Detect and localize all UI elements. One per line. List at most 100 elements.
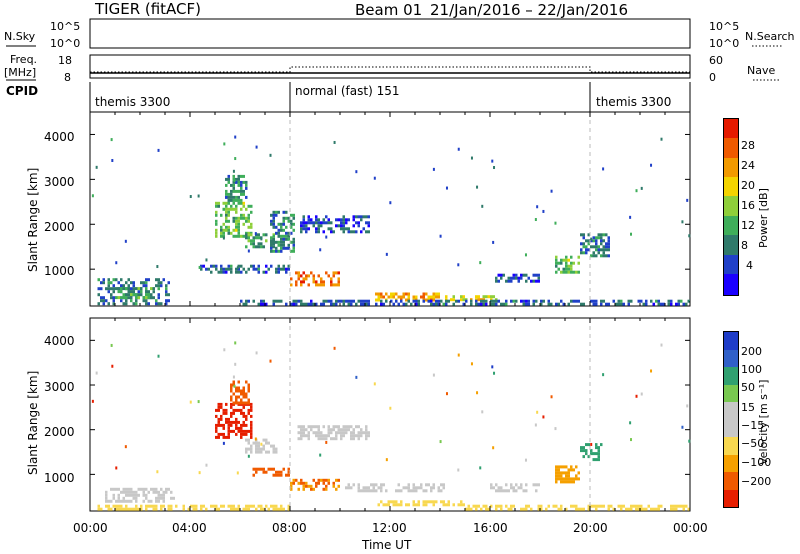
- power-cell: [575, 270, 578, 274]
- power-cell: [527, 299, 530, 303]
- power-cell: [592, 236, 595, 240]
- power-cell: [117, 290, 120, 294]
- power-cell: [200, 264, 203, 268]
- velocity-cell: [265, 504, 268, 508]
- velocity-cell: [430, 489, 433, 493]
- velocity-cell: [260, 504, 263, 508]
- velocity-cell: [312, 478, 315, 482]
- velocity-cell: [189, 400, 192, 404]
- velocity-cell: [142, 487, 145, 491]
- freq-tick-high: 18: [58, 54, 72, 67]
- velocity-cell: [285, 473, 288, 477]
- power-cell: [365, 302, 368, 306]
- power-cell: [307, 227, 310, 231]
- power-cell: [342, 227, 345, 231]
- velocity-cell: [412, 486, 415, 490]
- power-cell: [112, 284, 115, 288]
- power-cell: [407, 292, 410, 296]
- power-cell: [580, 242, 583, 246]
- velocity-cell: [245, 417, 248, 421]
- power-cell: [590, 237, 593, 241]
- power-cell: [520, 273, 523, 277]
- velocity-cell: [525, 504, 528, 508]
- velocity-cell: [675, 507, 678, 511]
- velocity-cell: [350, 431, 353, 435]
- velocity-cell: [520, 486, 523, 490]
- velocity-cell: [325, 434, 328, 438]
- power-cell: [125, 302, 128, 306]
- power-cell: [160, 281, 163, 285]
- power-cell: [250, 233, 253, 237]
- velocity-cell: [315, 431, 318, 435]
- velocity-cell: [495, 507, 498, 511]
- velocity-cell: [227, 420, 230, 424]
- velocity-cell: [130, 490, 133, 494]
- power-cell: [277, 270, 280, 274]
- velocity-cell: [160, 493, 163, 497]
- velocity-cell: [124, 445, 127, 449]
- power-cbar-tick: 12: [741, 219, 755, 232]
- velocity-cell: [235, 401, 238, 405]
- power-cell: [435, 295, 438, 299]
- power-cell: [582, 236, 585, 240]
- velocity-cell: [587, 455, 590, 459]
- velocity-cell: [600, 504, 603, 508]
- velocity-cell: [562, 477, 565, 481]
- power-cell: [582, 251, 585, 255]
- velocity-cell: [297, 425, 300, 429]
- power-cell: [150, 296, 153, 300]
- power-cell: [235, 177, 238, 181]
- velocity-cell: [230, 386, 233, 390]
- power-cell: [590, 245, 593, 249]
- power-cell: [555, 261, 558, 265]
- power-cell: [570, 267, 573, 271]
- velocity-cell: [585, 443, 588, 447]
- power-cell: [282, 228, 285, 232]
- power-cell: [290, 240, 293, 244]
- power-cell: [572, 261, 575, 265]
- velocity-cell: [120, 507, 123, 511]
- power-cell: [439, 234, 442, 238]
- power-cell: [377, 298, 380, 302]
- power-cell: [590, 254, 593, 258]
- power-cell: [280, 234, 283, 238]
- velocity-cell: [565, 477, 568, 481]
- velocity-cell: [560, 480, 563, 484]
- power-cell: [237, 264, 240, 268]
- velocity-cell: [337, 431, 340, 435]
- velocity-cell: [195, 507, 198, 511]
- power-cell: [227, 231, 230, 235]
- power-cell: [152, 287, 155, 291]
- velocity-cell: [252, 504, 255, 508]
- velocity-cell: [235, 395, 238, 399]
- power-cell: [135, 293, 138, 297]
- velocity-cell: [425, 503, 428, 507]
- power-cell: [220, 213, 223, 217]
- power-cell: [235, 267, 238, 271]
- power-cell: [290, 213, 293, 217]
- velocity-cell: [525, 489, 528, 493]
- velocity-cell: [262, 467, 265, 471]
- velocity-cell: [340, 431, 343, 435]
- power-cell: [232, 169, 235, 173]
- velocity-cell: [540, 507, 543, 511]
- power-cell: [262, 299, 265, 303]
- power-cell: [385, 292, 388, 296]
- power-cell: [135, 302, 138, 306]
- velocity-cell: [300, 481, 303, 485]
- velocity-cell: [420, 483, 423, 487]
- velocity-cell: [232, 411, 235, 415]
- velocity-panel: [89, 317, 691, 512]
- power-cell: [345, 299, 348, 303]
- velocity-cell: [557, 477, 560, 481]
- power-cell: [242, 189, 245, 193]
- power-cell: [242, 180, 245, 184]
- power-cell: [237, 231, 240, 235]
- power-cell: [342, 215, 345, 219]
- power-cell: [272, 213, 275, 217]
- power-cell: [365, 215, 368, 219]
- power-cell: [267, 267, 270, 271]
- power-cell: [475, 295, 478, 299]
- power-cell: [145, 293, 148, 297]
- power-cell: [357, 224, 360, 228]
